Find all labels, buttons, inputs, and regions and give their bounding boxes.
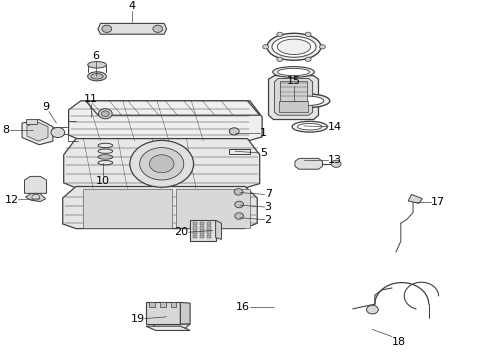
Text: 20: 20 <box>174 227 189 237</box>
Bar <box>193 235 197 238</box>
Bar <box>200 222 204 225</box>
Bar <box>193 222 197 225</box>
Ellipse shape <box>91 74 103 79</box>
Text: 6: 6 <box>92 51 99 61</box>
Ellipse shape <box>267 33 321 60</box>
Polygon shape <box>229 149 250 154</box>
Circle shape <box>277 32 283 36</box>
Polygon shape <box>274 78 313 115</box>
Bar <box>149 302 155 307</box>
Circle shape <box>98 109 112 119</box>
Text: 2: 2 <box>265 215 272 225</box>
Bar <box>200 235 204 238</box>
Polygon shape <box>98 23 167 34</box>
Polygon shape <box>22 120 53 145</box>
Circle shape <box>51 127 65 138</box>
Bar <box>193 226 197 230</box>
Text: 9: 9 <box>42 102 49 112</box>
Bar <box>207 222 211 225</box>
Circle shape <box>305 32 311 36</box>
Bar <box>207 235 211 238</box>
Ellipse shape <box>88 72 106 81</box>
Circle shape <box>235 213 244 219</box>
Polygon shape <box>26 119 37 124</box>
Circle shape <box>305 57 311 62</box>
Polygon shape <box>279 101 308 112</box>
Text: 5: 5 <box>260 148 267 158</box>
Bar <box>207 226 211 230</box>
Text: 8: 8 <box>2 125 10 135</box>
Ellipse shape <box>286 94 330 108</box>
Circle shape <box>367 305 378 314</box>
Polygon shape <box>64 139 260 188</box>
Text: 10: 10 <box>96 176 110 186</box>
Circle shape <box>263 45 269 49</box>
Polygon shape <box>408 194 422 203</box>
Circle shape <box>140 148 184 180</box>
Ellipse shape <box>277 68 310 76</box>
Text: 15: 15 <box>287 76 301 86</box>
Bar <box>200 231 204 234</box>
Ellipse shape <box>273 67 315 77</box>
Text: 14: 14 <box>328 122 343 132</box>
Polygon shape <box>83 189 172 228</box>
Polygon shape <box>151 324 190 328</box>
Text: 11: 11 <box>84 94 98 104</box>
Circle shape <box>101 111 109 117</box>
Text: 7: 7 <box>265 189 272 199</box>
Text: 4: 4 <box>129 1 136 11</box>
Polygon shape <box>269 76 318 120</box>
Polygon shape <box>25 194 46 202</box>
Polygon shape <box>63 186 257 229</box>
Ellipse shape <box>88 62 106 68</box>
Polygon shape <box>280 81 307 101</box>
Ellipse shape <box>297 123 322 130</box>
Bar <box>193 231 197 234</box>
Circle shape <box>234 189 243 195</box>
Circle shape <box>149 155 174 173</box>
Polygon shape <box>176 189 250 228</box>
Bar <box>160 302 166 307</box>
Text: 18: 18 <box>392 337 406 347</box>
Text: 12: 12 <box>4 195 19 205</box>
Circle shape <box>235 201 244 208</box>
Polygon shape <box>86 101 260 115</box>
Circle shape <box>153 25 163 32</box>
Bar <box>200 226 204 230</box>
Text: 17: 17 <box>431 197 445 207</box>
Circle shape <box>102 25 112 32</box>
Text: 19: 19 <box>130 314 145 324</box>
Polygon shape <box>180 302 190 324</box>
Ellipse shape <box>292 121 327 132</box>
Polygon shape <box>190 220 216 241</box>
Circle shape <box>277 57 283 62</box>
Polygon shape <box>24 176 47 193</box>
Polygon shape <box>146 326 190 330</box>
Ellipse shape <box>292 96 324 105</box>
Circle shape <box>331 160 341 167</box>
Bar <box>171 302 176 307</box>
Polygon shape <box>69 101 262 140</box>
Polygon shape <box>146 302 180 324</box>
Polygon shape <box>295 158 322 169</box>
Circle shape <box>130 140 194 187</box>
Text: 16: 16 <box>236 302 250 312</box>
Circle shape <box>319 45 325 49</box>
Text: 1: 1 <box>260 128 267 138</box>
Polygon shape <box>216 220 221 239</box>
Text: 3: 3 <box>265 202 271 212</box>
Polygon shape <box>27 122 48 141</box>
Text: 13: 13 <box>328 155 343 165</box>
Ellipse shape <box>277 39 311 55</box>
Ellipse shape <box>272 36 316 57</box>
Bar <box>207 231 211 234</box>
Circle shape <box>229 128 239 135</box>
